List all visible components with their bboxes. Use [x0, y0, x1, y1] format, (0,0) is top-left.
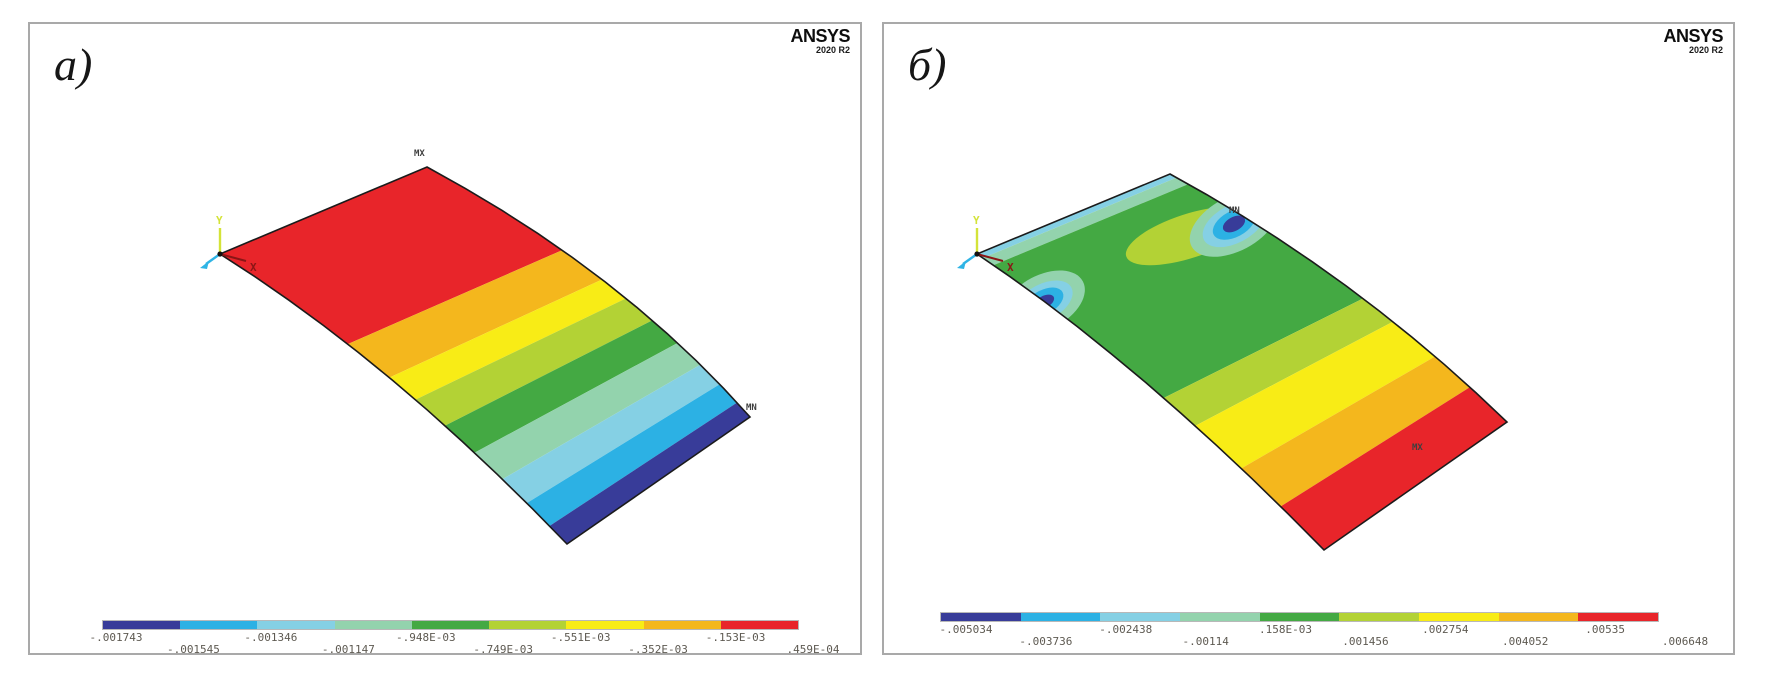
legend-value: -.001346 [244, 631, 298, 644]
legend-value: -.00114 [1182, 635, 1229, 648]
color-legend: -.005034 -.003736 -.002438 -.00114 .158E-03.… [940, 612, 1708, 647]
contour-band [982, 177, 1189, 266]
legend-value: .459E-04 [786, 643, 840, 656]
y-axis-label: Y [216, 214, 223, 227]
z-axis-arrowhead-icon [957, 261, 966, 269]
x-axis-label: X [1007, 261, 1014, 274]
max-point-label: MX [1412, 443, 1423, 453]
triad-origin-icon [217, 251, 223, 257]
contour-bands [977, 174, 1507, 550]
contour-bands [220, 167, 750, 544]
ansys-logo: ANSYS 2020 R2 [1663, 27, 1723, 55]
legend-value: -.551E-03 [550, 631, 611, 644]
contour-band [1280, 387, 1507, 550]
legend-value: -.005034 [939, 623, 993, 636]
legend-value: .00535 [1585, 623, 1625, 636]
min-point-label: MN [746, 403, 757, 413]
legend-swatch [941, 613, 1021, 621]
legend-swatch [566, 621, 644, 629]
legend-value: .158E-03 [1259, 623, 1313, 636]
legend-value: -.003736 [1019, 635, 1073, 648]
contour-band [1195, 321, 1435, 469]
legend-value: -.153E-03 [705, 631, 766, 644]
legend-swatch [720, 621, 798, 629]
legend-swatch [1419, 613, 1499, 621]
legend-swatch [257, 621, 335, 629]
legend-swatch [180, 621, 258, 629]
axis-triad: YX [957, 214, 1014, 274]
legend-value: -.001147 [321, 643, 375, 656]
legend-swatch [1498, 613, 1579, 621]
legend-swatch [1578, 613, 1659, 621]
panel-label-a: a) [54, 39, 93, 90]
legend-value: -.001545 [166, 643, 220, 656]
contour-band [1241, 356, 1470, 507]
legend-swatch [334, 621, 412, 629]
legend-value: -.352E-03 [628, 643, 688, 656]
ansys-logo: ANSYS 2020 R2 [790, 27, 850, 55]
triad-origin-icon [974, 251, 980, 257]
panel-label-b: б) [908, 39, 947, 90]
contour-band [389, 279, 626, 400]
min-point-label: MN [1229, 206, 1240, 216]
ansys-brand-text: ANSYS [1663, 26, 1723, 46]
legend-value: .004052 [1502, 635, 1549, 648]
legend-color-bar [940, 612, 1659, 622]
contour-band [220, 167, 563, 345]
legend-value: -.948E-03 [395, 631, 456, 644]
x-axis-icon [976, 253, 1004, 262]
axis-triad: YX [200, 214, 257, 274]
contour-band [993, 184, 1363, 398]
z-axis-arrowhead-icon [200, 261, 209, 269]
legend-color-bar [102, 620, 799, 630]
contour-band [549, 402, 750, 544]
legend-swatch [1020, 613, 1101, 621]
legend-value: -.749E-03 [473, 643, 534, 656]
legend-swatch [103, 621, 181, 629]
ansys-brand-text: ANSYS [790, 26, 850, 46]
contour-band [502, 364, 720, 504]
x-axis-icon [219, 253, 247, 262]
contour-band [526, 384, 737, 526]
plate-outline [975, 173, 1509, 552]
legend-swatch [1100, 613, 1181, 621]
contour-spot [1222, 215, 1246, 233]
legend-value: -.001743 [89, 631, 143, 644]
y-axis-label: Y [973, 214, 980, 227]
legend-swatch [643, 621, 721, 629]
contour-band [977, 174, 1177, 258]
contour-plot-a: YX [200, 166, 752, 546]
legend-value: .001456 [1342, 635, 1389, 648]
ansys-version-text: 2020 R2 [1688, 45, 1723, 55]
color-legend: -.001743 -.001545 -.001346 -.001147 -.948E-0… [90, 620, 839, 655]
contour-band [474, 343, 701, 480]
contour-band [415, 298, 653, 426]
ansys-version-text: 2020 R2 [815, 45, 850, 55]
legend-value: .006648 [1661, 635, 1709, 648]
legend-swatch [1180, 613, 1260, 621]
contour-band [347, 250, 602, 378]
max-point-label: MX [414, 149, 425, 159]
plate-outline [218, 166, 752, 546]
legend-swatch [489, 621, 567, 629]
legend-value: .002754 [1422, 623, 1469, 636]
x-axis-label: X [250, 261, 257, 274]
contour-band [444, 320, 678, 453]
legend-swatch [1339, 613, 1420, 621]
legend-swatch [411, 621, 490, 629]
contour-band [1163, 298, 1393, 426]
legend-value: -.002438 [1099, 623, 1153, 636]
legend-swatch [1259, 613, 1340, 621]
contour-plot-b: YX [957, 173, 1509, 552]
